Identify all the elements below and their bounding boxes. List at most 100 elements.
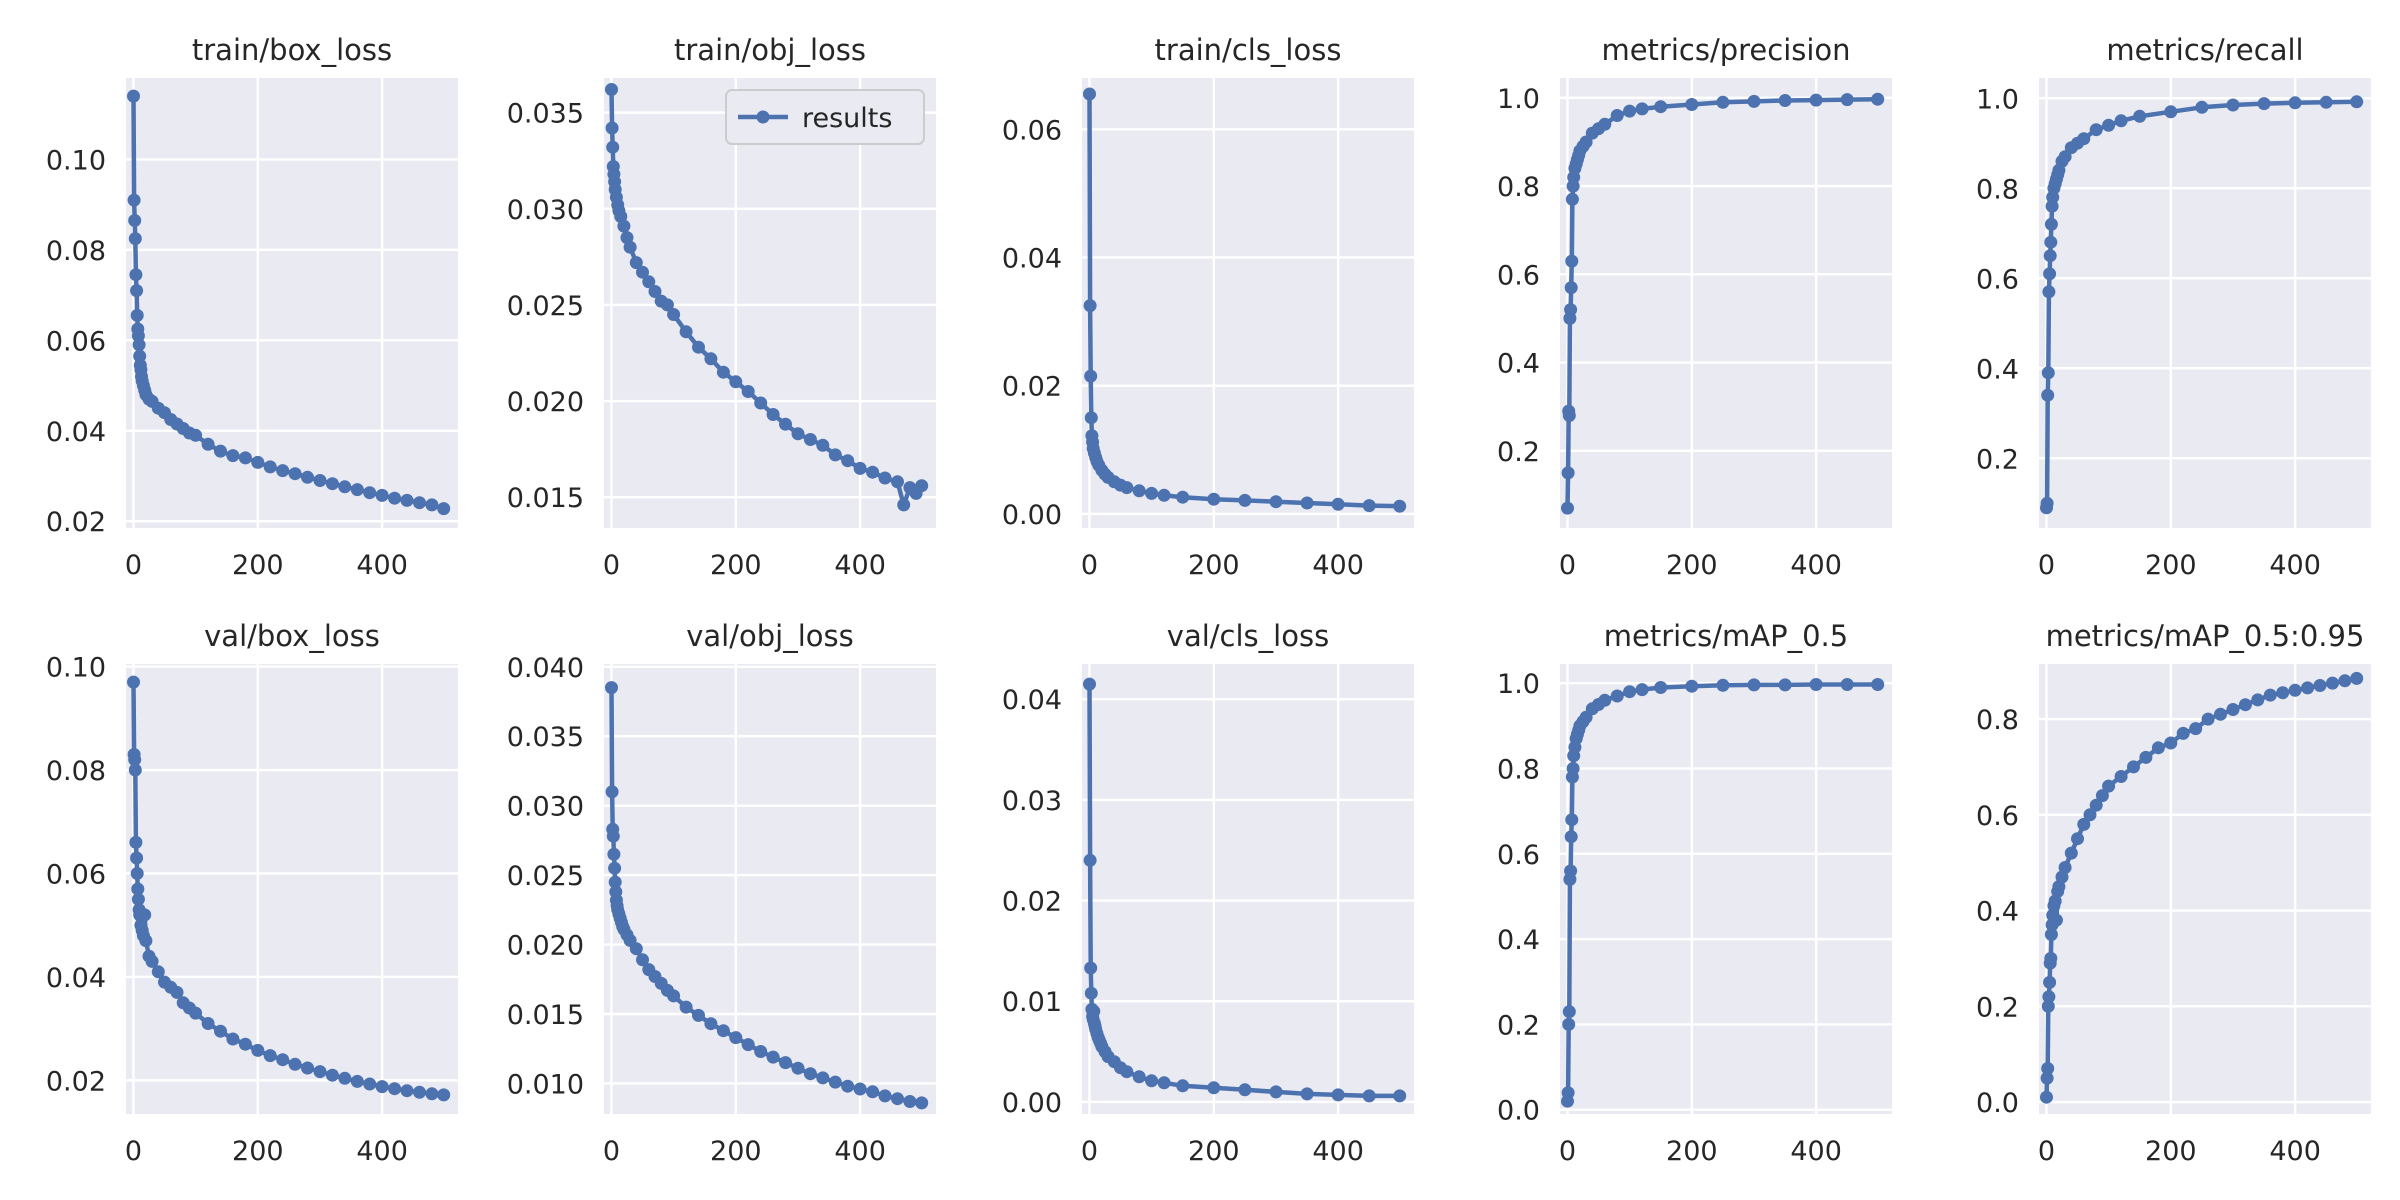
data-point: [189, 428, 203, 442]
plot-area: [2039, 78, 2371, 528]
data-point: [704, 1017, 718, 1031]
data-point: [1157, 1076, 1171, 1090]
x-tick-label: 400: [834, 550, 886, 581]
data-point: [2164, 736, 2178, 750]
data-point: [1623, 685, 1637, 699]
data-point: [692, 340, 705, 354]
x-tick-label: 0: [2038, 1136, 2055, 1167]
y-tick-label: 0.8: [1497, 172, 1540, 203]
subplot-3: 0 200 400 0.2 0.4 0.6 0.8 1.0 metrics/precision: [1497, 33, 1892, 581]
data-point: [1809, 678, 1823, 691]
data-point: [878, 471, 892, 485]
data-point: [129, 268, 143, 282]
y-tick-label: 0.2: [1976, 444, 2019, 475]
x-tick-label: 400: [356, 550, 408, 581]
plot-area: [2039, 664, 2371, 1114]
x-tick-label: 400: [1312, 1136, 1364, 1167]
data-point: [132, 338, 146, 352]
data-point: [1564, 303, 1578, 317]
y-tick-label: 0.025: [507, 291, 584, 322]
data-point: [1331, 497, 1345, 511]
x-tick-label: 400: [2269, 550, 2321, 581]
data-point: [1635, 102, 1649, 116]
data-point: [130, 284, 144, 298]
y-tick-label: 0.8: [1976, 174, 2019, 205]
data-point: [226, 1032, 240, 1046]
data-point: [1300, 1087, 1314, 1101]
data-point: [214, 1024, 227, 1038]
data-point: [325, 477, 339, 491]
data-point: [1654, 681, 1668, 694]
data-point: [388, 1082, 402, 1096]
data-point: [623, 240, 637, 254]
data-point: [214, 444, 227, 458]
data-point: [891, 475, 904, 489]
y-tick-label: 0.015: [507, 1000, 584, 1031]
data-point: [201, 1017, 215, 1030]
data-point: [1083, 299, 1097, 313]
plot-area: [1082, 78, 1414, 528]
data-point: [251, 455, 265, 469]
y-tick-label: 1.0: [1497, 84, 1540, 115]
data-point: [1132, 1070, 1146, 1084]
subplot-title: metrics/recall: [2106, 33, 2303, 67]
data-point: [1840, 93, 1854, 107]
data-point: [1562, 1005, 1576, 1019]
data-point: [841, 454, 855, 468]
data-point: [1084, 961, 1098, 975]
data-point: [2077, 132, 2091, 146]
data-point: [131, 892, 145, 906]
data-point: [2114, 114, 2128, 128]
data-point: [2201, 712, 2215, 726]
subplot-6: 0 200 400 0.010 0.015 0.020 0.025 0.030 0.035 0.0…: [507, 619, 936, 1167]
y-tick-label: 0.025: [507, 861, 584, 892]
y-tick-label: 0.6: [1976, 801, 2019, 832]
y-tick-label: 0.040: [507, 653, 584, 684]
data-point: [1564, 830, 1578, 844]
y-tick-label: 0.06: [46, 326, 106, 357]
data-point: [754, 1045, 768, 1058]
data-point: [2064, 846, 2078, 860]
data-point: [853, 1082, 867, 1096]
data-point: [1809, 93, 1823, 107]
y-tick-label: 0.0: [1497, 1096, 1540, 1127]
x-tick-label: 200: [2145, 550, 2197, 581]
legend-box: [725, 89, 925, 145]
data-point: [716, 1024, 730, 1038]
data-point: [2139, 750, 2153, 764]
legend: results: [725, 89, 925, 145]
data-point: [1083, 87, 1096, 101]
data-point: [2226, 98, 2240, 112]
y-tick-label: 0.08: [46, 236, 106, 267]
data-point: [2089, 798, 2103, 812]
data-point: [605, 785, 619, 799]
subplot-4: 0 200 400 0.2 0.4 0.6 0.8 1.0 metrics/recall: [1976, 33, 2371, 581]
y-tick-label: 0.020: [507, 931, 584, 962]
data-point: [2095, 789, 2109, 803]
data-point: [816, 438, 830, 452]
subplot-title: metrics/mAP_0.5:0.95: [2046, 619, 2365, 653]
data-point: [301, 1061, 314, 1075]
y-tick-label: 0.02: [46, 1066, 106, 1097]
data-point: [1561, 501, 1574, 515]
data-point: [2319, 95, 2333, 109]
data-point: [1084, 369, 1098, 383]
subplot-title: val/box_loss: [204, 619, 380, 653]
data-point: [1778, 94, 1792, 107]
x-tick-label: 200: [232, 1136, 284, 1167]
data-point: [276, 1053, 290, 1067]
data-point: [1610, 109, 1624, 122]
y-tick-label: 0.10: [46, 653, 106, 684]
subplot-title: val/cls_loss: [1167, 619, 1329, 653]
y-tick-label: 0.0: [1976, 1088, 2019, 1119]
x-tick-label: 200: [1666, 550, 1718, 581]
y-tick-label: 0.8: [1976, 705, 2019, 736]
data-point: [129, 835, 143, 849]
data-point: [660, 298, 674, 312]
data-point: [2313, 679, 2327, 692]
data-point: [1393, 499, 1407, 513]
data-point: [2350, 671, 2364, 685]
data-point: [2041, 388, 2055, 402]
x-tick-label: 200: [2145, 1136, 2197, 1167]
y-tick-label: 0.04: [1002, 243, 1062, 274]
